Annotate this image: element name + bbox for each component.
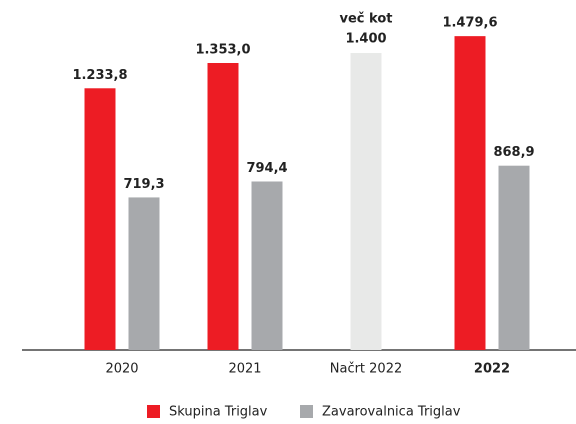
value-label: 719,3 bbox=[123, 177, 164, 192]
legend-label: Skupina Triglav bbox=[169, 405, 268, 420]
bar bbox=[207, 63, 239, 350]
x-tick-label: Načrt 2022 bbox=[330, 362, 403, 377]
value-label: 1.400 bbox=[345, 32, 386, 47]
value-label: 868,9 bbox=[493, 145, 534, 160]
legend-swatch bbox=[147, 405, 160, 418]
x-tick-label: 2020 bbox=[105, 362, 138, 377]
bar bbox=[454, 36, 486, 351]
value-label: 1.233,8 bbox=[72, 68, 127, 83]
x-tick-label: 2022 bbox=[474, 362, 510, 377]
bar bbox=[251, 181, 283, 350]
value-label: 1.353,0 bbox=[195, 43, 250, 58]
legend-label: Zavarovalnica Triglav bbox=[322, 405, 461, 420]
value-label: 1.479,6 bbox=[442, 16, 497, 31]
bar bbox=[498, 165, 530, 350]
value-label: 794,4 bbox=[246, 161, 287, 176]
value-label: več kot bbox=[340, 12, 393, 27]
bar bbox=[84, 88, 116, 350]
x-tick-label: 2021 bbox=[228, 362, 261, 377]
plan-bar bbox=[350, 53, 382, 350]
bar bbox=[128, 197, 160, 350]
legend-swatch bbox=[300, 405, 313, 418]
